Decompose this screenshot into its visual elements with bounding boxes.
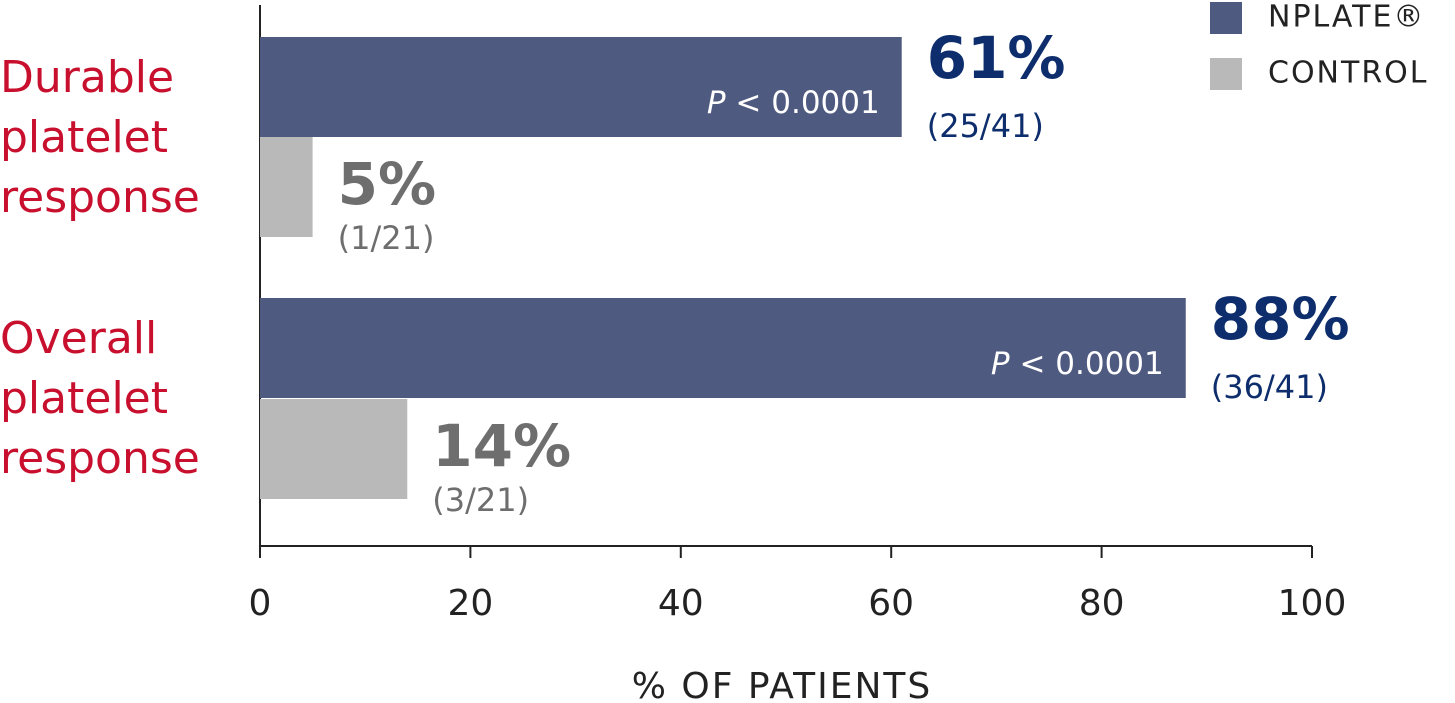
count-label: (3/21) <box>432 481 529 519</box>
x-tick-label: 20 <box>447 583 493 624</box>
legend-label: NPLATE® <box>1268 0 1425 35</box>
legend-label: CONTROL <box>1268 56 1429 91</box>
count-label: (36/41) <box>1211 368 1328 406</box>
x-tick-label: 40 <box>658 583 704 624</box>
category-label: Durable platelet response <box>0 52 200 223</box>
x-axis-title: % OF PATIENTS <box>632 666 933 703</box>
bar <box>260 137 313 237</box>
legend-swatch <box>1210 58 1242 90</box>
x-tick-label: 0 <box>249 583 272 624</box>
count-label: (25/41) <box>927 107 1044 145</box>
x-tick-label: 80 <box>1079 583 1125 624</box>
legend-swatch <box>1210 2 1242 34</box>
value-label: 88% <box>1211 285 1350 353</box>
bar <box>260 37 902 137</box>
p-value-label: P < 0.0001 <box>991 346 1164 382</box>
value-label: 5% <box>338 150 436 218</box>
x-tick-label: 100 <box>1278 583 1347 624</box>
x-tick-label: 60 <box>868 583 914 624</box>
bar <box>260 298 1186 398</box>
p-value-label: P < 0.0001 <box>707 85 880 121</box>
category-label: Overall platelet response <box>0 313 200 484</box>
count-label: (1/21) <box>338 219 435 257</box>
value-label: 61% <box>927 24 1066 92</box>
value-label: 14% <box>432 412 571 480</box>
bar <box>260 399 408 499</box>
